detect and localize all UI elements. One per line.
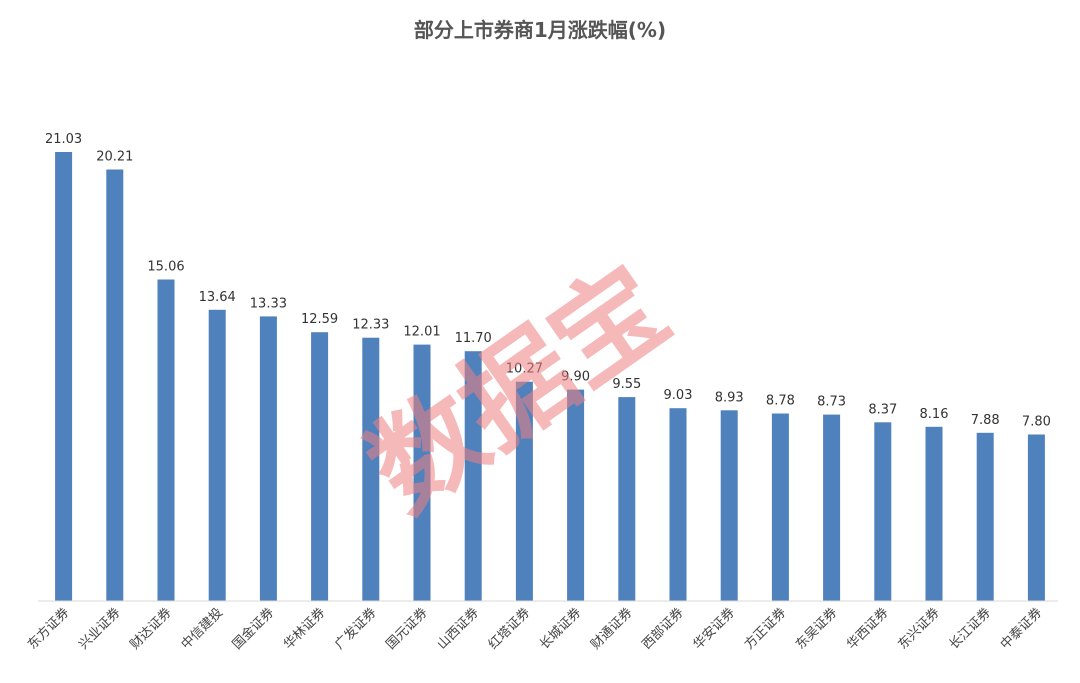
bar-11 [618, 397, 636, 601]
category-label-8: 山西证券 [434, 605, 482, 653]
data-label-14: 8.78 [766, 394, 795, 409]
category-label-12: 西部证券 [639, 605, 687, 653]
data-label-7: 12.01 [403, 325, 440, 340]
data-label-9: 10.27 [506, 362, 543, 377]
data-label-17: 8.16 [920, 407, 949, 422]
data-label-13: 8.93 [715, 390, 744, 405]
data-label-19: 7.80 [1022, 415, 1051, 430]
category-label-3: 中信建投 [178, 605, 226, 653]
category-label-9: 红塔证券 [485, 605, 533, 653]
category-label-10: 长城证券 [536, 605, 584, 653]
bar-10 [567, 389, 585, 601]
bar-19 [1027, 434, 1045, 601]
labels-layer: 21.03 20.21 15.06 13.64 13.33 12.59 12.33 12.01… [45, 132, 1051, 430]
data-label-2: 15.06 [147, 260, 184, 275]
category-label-17: 东兴证券 [895, 605, 943, 653]
category-label-18: 长江证券 [946, 605, 994, 653]
data-label-4: 13.33 [250, 296, 287, 311]
category-label-1: 兴业证券 [76, 605, 124, 653]
bar-9 [515, 381, 533, 601]
category-label-6: 广发证券 [332, 605, 380, 653]
data-label-1: 20.21 [96, 150, 133, 165]
category-label-19: 中泰证券 [997, 605, 1045, 653]
category-label-13: 华安证券 [690, 605, 738, 653]
category-label-14: 方正证券 [741, 605, 789, 653]
data-label-15: 8.73 [817, 395, 846, 410]
category-label-4: 国金证券 [229, 605, 277, 653]
bar-12 [669, 408, 687, 601]
bar-15 [823, 414, 841, 601]
bar-17 [925, 426, 943, 601]
data-label-8: 11.70 [455, 331, 492, 346]
bar-3 [208, 309, 226, 601]
bar-5 [311, 332, 329, 601]
bar-7 [413, 344, 431, 601]
category-label-2: 财达证券 [127, 605, 175, 653]
category-label-5: 华林证券 [280, 605, 328, 653]
bar-1 [106, 169, 124, 601]
data-label-11: 9.55 [612, 377, 641, 392]
category-labels-layer: 东方证券 兴业证券 财达证券 中信建投 国金证券 华林证券 广发证券 国元证券 山西证券 红塔证券… [24, 605, 1045, 653]
category-label-15: 东吴证券 [792, 605, 840, 653]
bar-0 [55, 152, 73, 601]
category-label-0: 东方证券 [24, 605, 72, 653]
category-label-7: 国元证券 [383, 605, 431, 653]
bar-8 [464, 351, 482, 601]
bar-4 [259, 316, 277, 601]
bars-layer [55, 152, 1045, 601]
bar-6 [362, 337, 380, 601]
bar-2 [157, 279, 175, 601]
data-label-18: 7.88 [971, 413, 1000, 428]
data-label-3: 13.64 [199, 290, 236, 305]
data-label-12: 9.03 [664, 388, 693, 403]
data-label-6: 12.33 [352, 318, 389, 333]
data-label-5: 12.59 [301, 312, 338, 327]
chart-title: 部分上市券商1月涨跌幅(%) [413, 18, 667, 42]
bar-18 [976, 432, 994, 601]
category-label-11: 财通证券 [588, 605, 636, 653]
data-label-10: 9.90 [561, 370, 590, 385]
category-label-16: 华西证券 [844, 605, 892, 653]
data-label-0: 21.03 [45, 132, 82, 147]
bar-14 [771, 413, 789, 601]
data-label-16: 8.37 [868, 402, 897, 417]
bar-16 [874, 422, 892, 601]
bar-13 [720, 410, 738, 601]
